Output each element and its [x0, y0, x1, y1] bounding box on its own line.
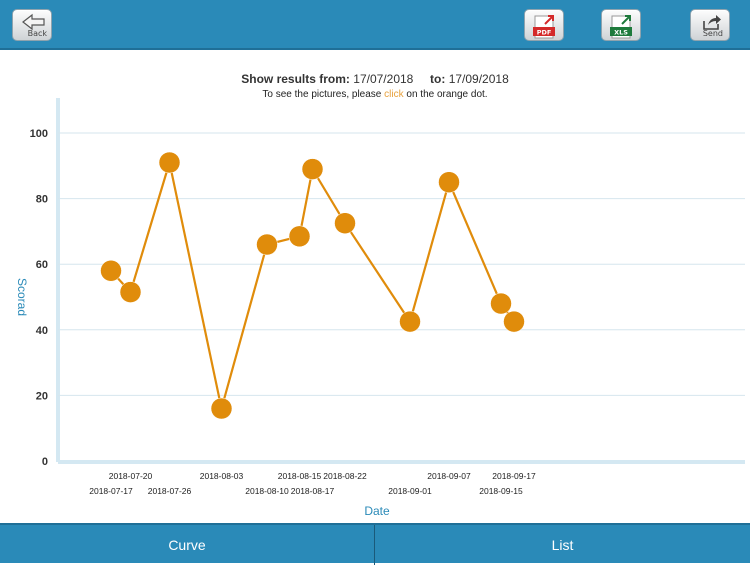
hint-click: click	[384, 89, 404, 100]
hint-text: To see the pictures, please click on the…	[0, 89, 750, 100]
y-axis-label: Scorad	[15, 278, 29, 316]
x-tick-label: 2018-07-26	[148, 486, 192, 496]
xls-icon-text: XLS	[614, 29, 628, 37]
x-tick-label: 2018-07-20	[109, 471, 153, 481]
data-point[interactable]	[503, 310, 525, 333]
top-toolbar: Back PDF XLS Send	[0, 0, 750, 50]
bottom-tab-bar: Curve List	[0, 523, 750, 565]
hint-pre: To see the pictures, please	[262, 89, 385, 100]
pdf-icon: PDF	[533, 15, 555, 39]
data-point[interactable]	[490, 292, 512, 315]
data-point[interactable]	[438, 171, 460, 193]
export-xls-button[interactable]: XLS	[601, 9, 641, 41]
back-button[interactable]: Back	[12, 9, 52, 41]
date-range: Show results from: 17/07/2018 to: 17/09/…	[0, 72, 750, 86]
send-label: Send	[702, 29, 723, 38]
data-point[interactable]	[210, 397, 233, 420]
data-point[interactable]	[301, 158, 324, 180]
from-label: Show results from:	[241, 72, 350, 86]
data-point[interactable]	[100, 260, 122, 282]
data-point[interactable]	[334, 212, 356, 234]
y-tick-label: 60	[36, 259, 48, 271]
y-tick-label: 40	[36, 325, 48, 337]
x-tick-label: 2018-08-17	[291, 486, 335, 496]
data-point[interactable]	[158, 151, 181, 174]
x-tick-label: 2018-08-10	[245, 486, 289, 496]
from-date[interactable]: 17/07/2018	[353, 72, 414, 86]
y-tick-label: 100	[30, 128, 48, 140]
x-tick-label: 2018-09-17	[492, 471, 536, 481]
export-pdf-button[interactable]: PDF	[524, 9, 564, 41]
x-axis-label: Date	[364, 504, 390, 518]
x-tick-label: 2018-07-17	[89, 486, 133, 496]
x-tick-label: 2018-08-03	[200, 471, 244, 481]
x-tick-label: 2018-08-22	[323, 471, 367, 481]
y-tick-label: 20	[36, 390, 48, 402]
to-date[interactable]: 17/09/2018	[448, 72, 509, 86]
tab-list[interactable]: List	[551, 537, 574, 553]
share-icon	[703, 15, 721, 30]
scorad-line-chart: 0 20 40 60 80 100 Scorad 2018-07-17 2018-07-20 20…	[15, 98, 745, 518]
to-label: to:	[430, 72, 446, 86]
data-point[interactable]	[399, 310, 421, 333]
x-tick-label: 2018-09-15	[479, 486, 523, 496]
xls-icon: XLS	[610, 15, 632, 39]
hint-post: on the orange dot.	[403, 89, 488, 100]
back-label: Back	[27, 29, 47, 38]
data-point[interactable]	[256, 233, 278, 256]
y-tick-label: 0	[42, 456, 48, 468]
pdf-icon-text: PDF	[537, 29, 552, 37]
x-tick-label: 2018-09-07	[427, 471, 471, 481]
data-point[interactable]	[288, 225, 311, 248]
series-line	[110, 162, 515, 409]
tab-curve[interactable]: Curve	[0, 525, 375, 565]
x-tick-label: 2018-09-01	[388, 486, 432, 496]
data-point[interactable]	[119, 281, 142, 303]
send-button[interactable]: Send	[690, 9, 730, 41]
back-arrow-icon	[22, 13, 45, 31]
y-tick-label: 80	[36, 194, 48, 206]
x-tick-label: 2018-08-15	[278, 471, 322, 481]
